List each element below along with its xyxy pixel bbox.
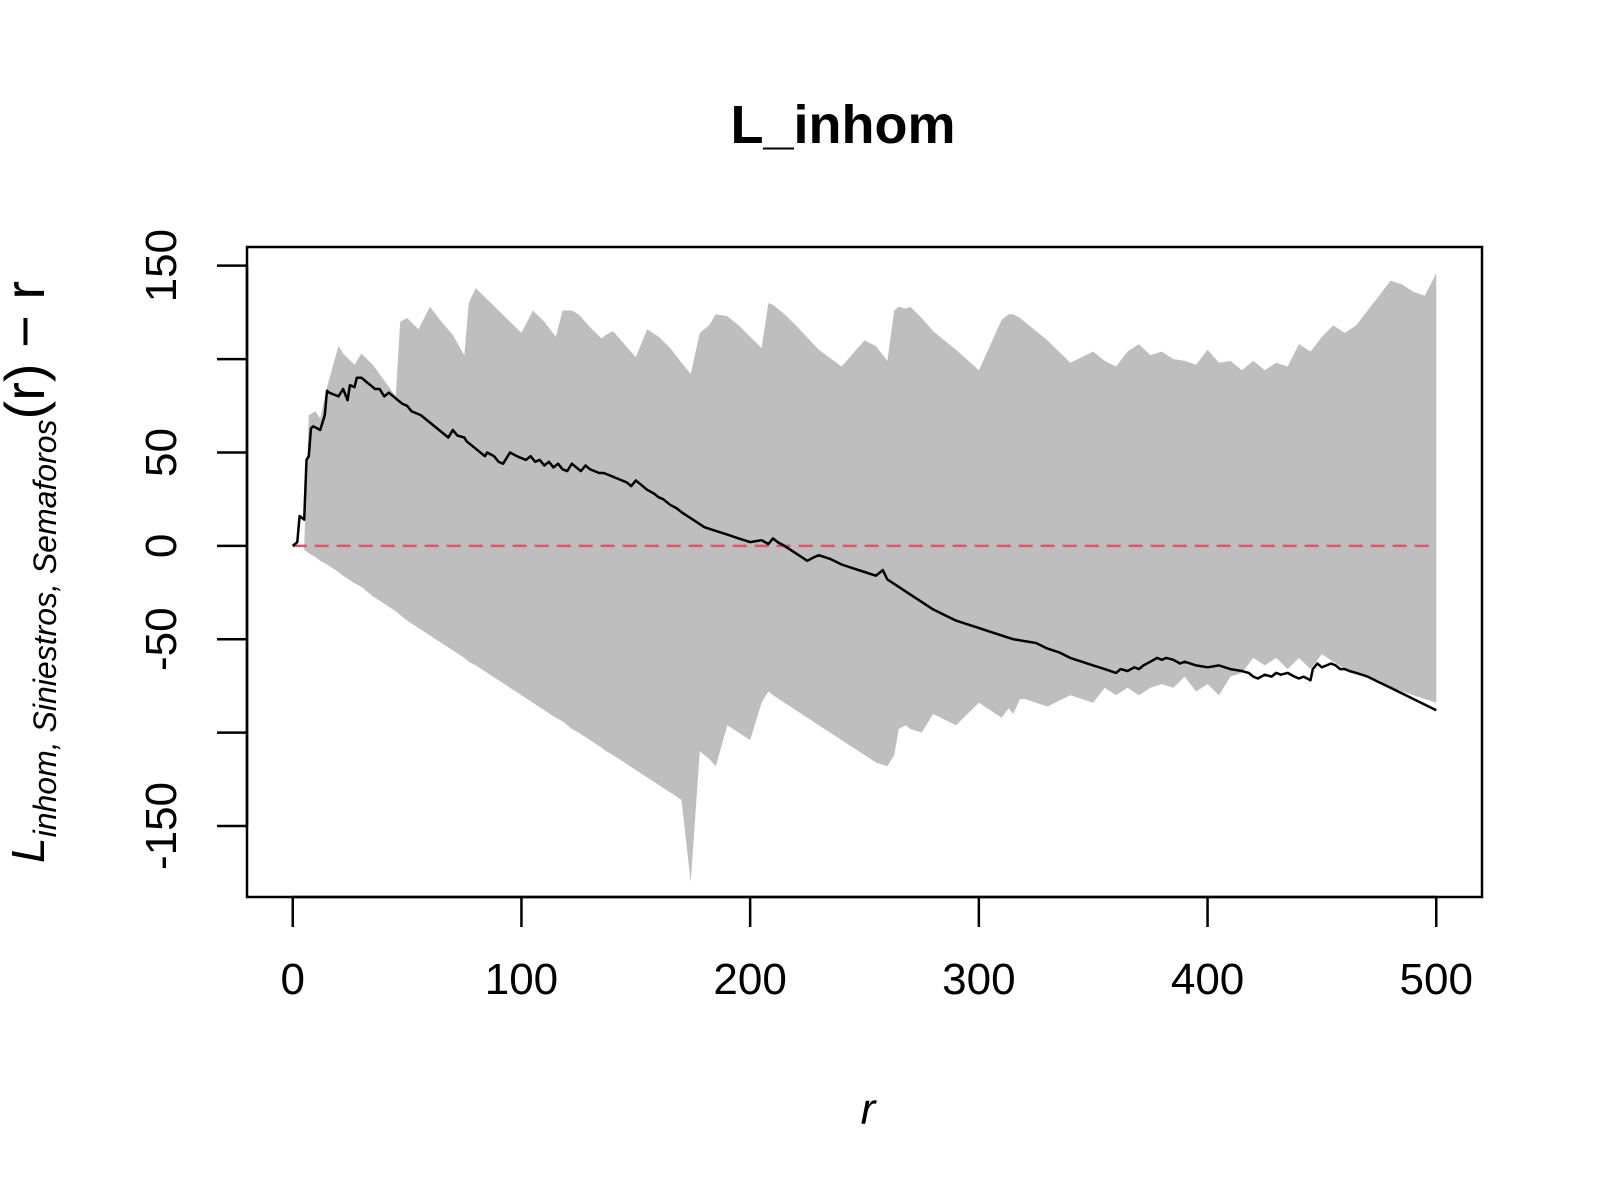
envelope-band (304, 273, 1437, 883)
x-tick-label: 300 (942, 955, 1015, 1004)
y-tick-label: 150 (137, 229, 186, 302)
y-tick-label: -150 (137, 782, 186, 870)
x-tick-label: 500 (1400, 955, 1473, 1004)
plot-area (291, 273, 1437, 883)
x-tick-label: 0 (280, 955, 304, 1004)
y-axis-label-subscript: inhom, Siniestros, Semaforos (27, 419, 63, 837)
y-axis-label: Linhom, Siniestros, Semaforos(r) − r (0, 281, 63, 863)
y-tick-label: 50 (137, 428, 186, 477)
x-axis: 0 100 200 300 400 500 (280, 895, 1473, 1004)
observed-line (291, 376, 1437, 712)
x-tick-label: 200 (713, 955, 786, 1004)
y-tick-label: -50 (137, 607, 186, 671)
chart-title: L_inhom (731, 95, 956, 155)
y-tick-label: 0 (137, 534, 186, 558)
y-axis-label-main: L (2, 837, 54, 863)
y-axis: -150 -50 0 50 150 (137, 229, 249, 870)
x-axis-label: r (861, 1085, 878, 1134)
x-tick-label: 100 (485, 955, 558, 1004)
x-tick-label: 400 (1171, 955, 1244, 1004)
y-axis-label-suffix: (r) − r (0, 281, 56, 419)
